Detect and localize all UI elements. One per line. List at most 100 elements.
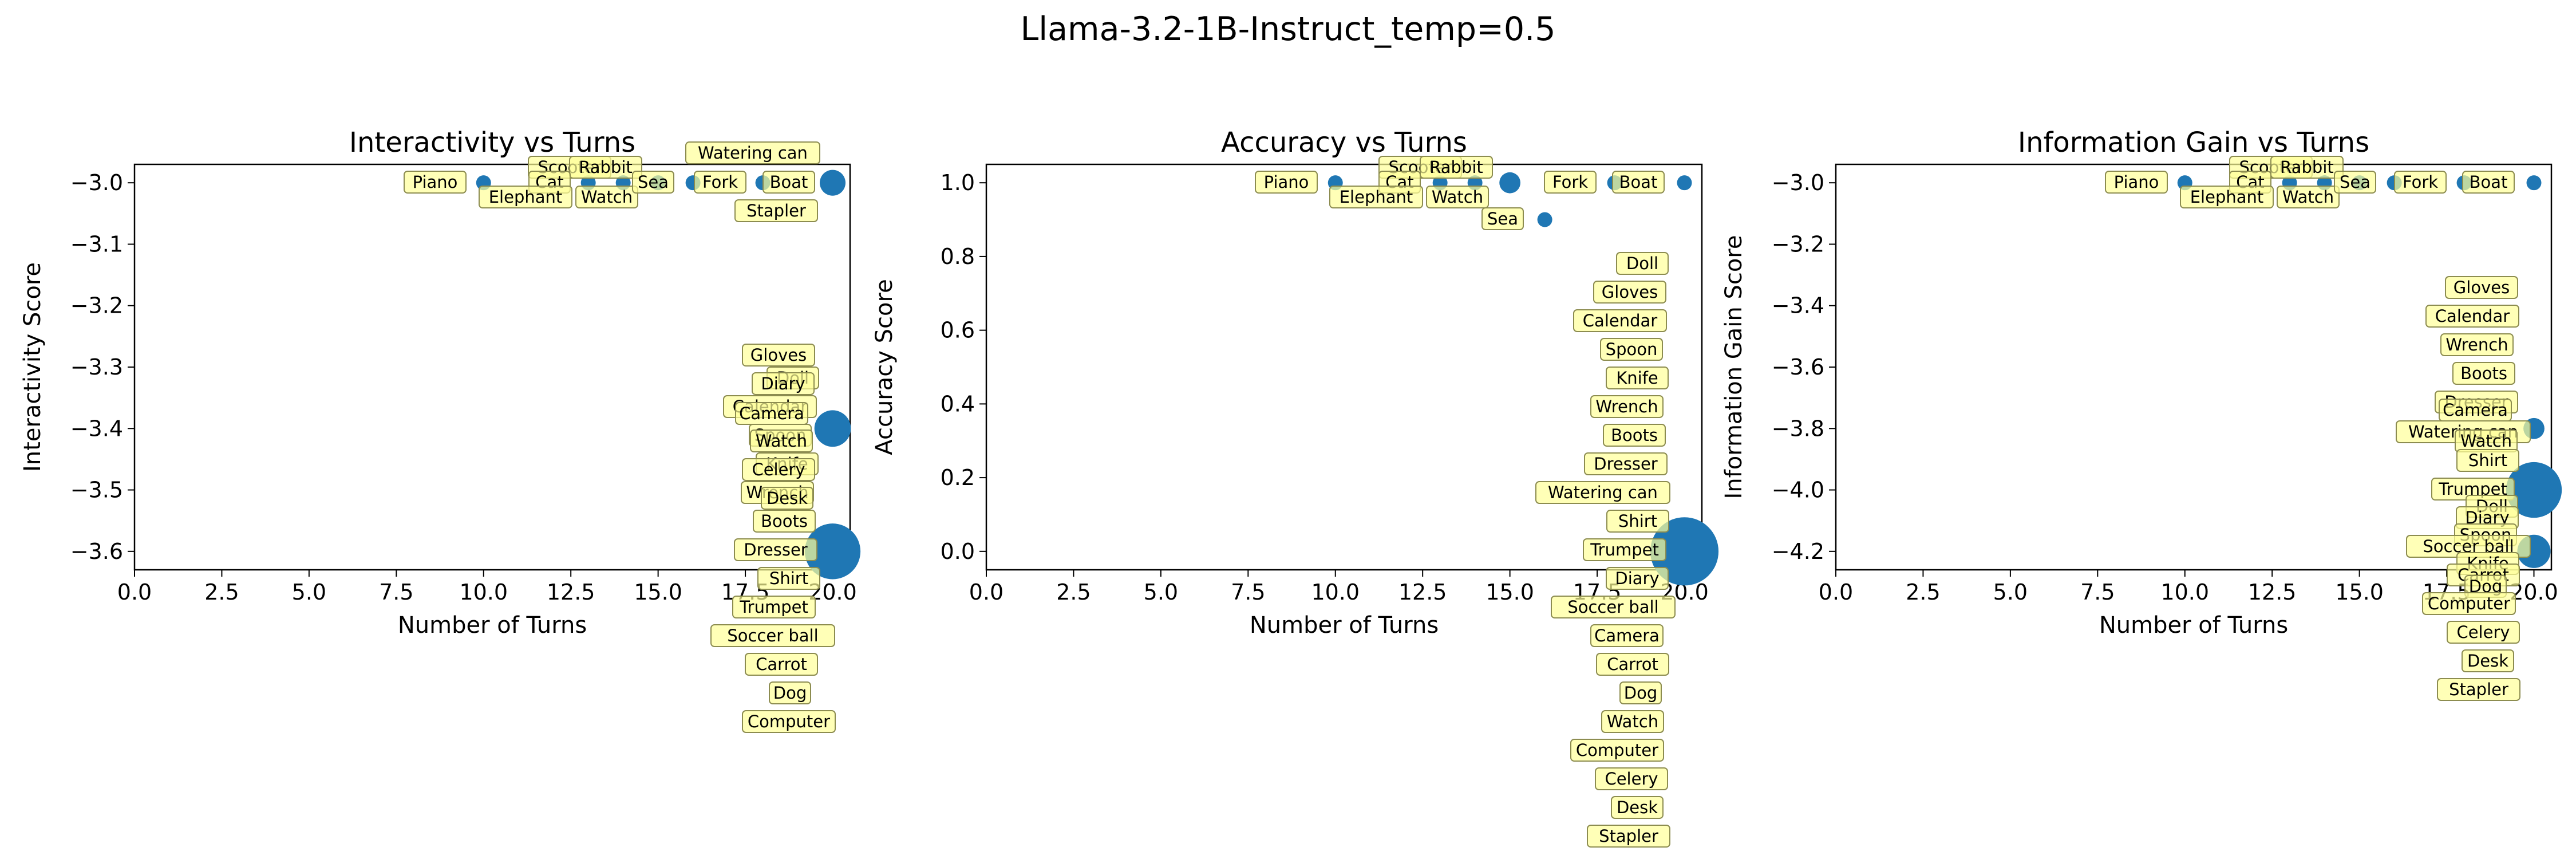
point-label: Watch	[575, 186, 638, 208]
label-text: Shirt	[769, 569, 808, 588]
label-box	[1600, 338, 1663, 361]
label-text: Boots	[761, 511, 808, 531]
point-label: Trumpet	[732, 596, 816, 618]
panels: Interactivity vs Turns 0.0 2.5 5.0 7.5 10.0 12…	[19, 127, 2562, 848]
point-label: Watch	[1601, 710, 1664, 733]
point-label: Fork	[2394, 171, 2447, 194]
x-tick-label: 0.0	[1819, 580, 1853, 605]
data-point	[2526, 175, 2542, 191]
y-tick-label: −3.2	[1772, 231, 1824, 257]
point-label: Desk	[761, 487, 813, 510]
label-text: Calendar	[2435, 306, 2510, 326]
label-box	[769, 681, 811, 704]
label-text: Celery	[2456, 622, 2510, 642]
label-text: Gloves	[2453, 278, 2510, 297]
point-label: Celery	[2447, 621, 2520, 644]
label-text: Dresser	[1594, 454, 1658, 474]
point-label: Shirt	[1606, 510, 1669, 533]
chart-panel: Interactivity vs Turns 0.0 2.5 5.0 7.5 10.0 12…	[19, 127, 861, 733]
label-box	[1420, 156, 1493, 179]
label-box	[1601, 710, 1664, 733]
x-tick-label: 2.5	[1056, 580, 1091, 605]
point-label: Fork	[1544, 171, 1597, 194]
point-label: Rabbit	[2270, 156, 2344, 179]
y-tick-label: −3.6	[70, 539, 123, 564]
label-box	[750, 430, 813, 452]
point-label: Sea	[1481, 207, 1524, 230]
label-text: Elephant	[489, 187, 563, 207]
label-text: Shirt	[2468, 451, 2507, 470]
point-label: Wrench	[2440, 333, 2514, 356]
point-label: Knife	[1606, 367, 1669, 389]
label-text: Dog	[1624, 683, 1657, 703]
x-tick-label: 7.5	[1231, 580, 1265, 605]
chart-title: Information Gain vs Turns	[2018, 127, 2369, 159]
annotation-labels: PianoScooterRabbitCatElephantWatchForkBo…	[1255, 156, 1676, 848]
label-box	[1590, 624, 1664, 647]
label-box	[1426, 186, 1489, 208]
x-tick-label: 0.0	[117, 580, 152, 605]
label-box	[1606, 510, 1669, 533]
label-text: Trumpet	[739, 597, 808, 617]
point-label: Sea	[2334, 171, 2376, 194]
point-label: Camera	[735, 402, 808, 425]
label-box	[2334, 171, 2376, 194]
label-text: Boat	[1619, 172, 1658, 192]
label-text: Wrench	[1595, 397, 1658, 416]
label-text: Computer	[1576, 740, 1658, 760]
label-box	[710, 624, 835, 647]
point-label: Desk	[2462, 649, 2514, 672]
label-box	[2456, 449, 2519, 472]
point-label: Boots	[2452, 362, 2515, 385]
label-text: Sea	[2340, 172, 2370, 192]
label-box	[1570, 739, 1664, 762]
figure-title: Llama-3.2-1B-Instruct_temp=0.5	[1021, 10, 1556, 48]
chart-panel: Information Gain vs Turns 0.0 2.5 5.0 7.5 10.…	[1721, 127, 2562, 701]
x-tick-label: 2.5	[204, 580, 239, 605]
label-text: Elephant	[1340, 187, 1413, 207]
label-text: Doll	[1626, 254, 1658, 273]
label-box	[569, 156, 642, 179]
label-box	[753, 510, 816, 533]
label-box	[1595, 767, 1668, 790]
label-box	[742, 344, 815, 367]
x-tick-label: 15.0	[2335, 580, 2384, 605]
x-tick-label: 12.5	[547, 580, 595, 605]
label-box	[1329, 186, 1423, 208]
point-label: Piano	[1255, 171, 1318, 194]
point-label: Diary	[1606, 567, 1669, 590]
axes-frame	[1835, 163, 2553, 571]
label-text: Fork	[702, 172, 738, 192]
label-box	[1583, 538, 1666, 561]
x-axis-label: Number of Turns	[1250, 612, 1439, 639]
x-tick-label: 10.0	[2160, 580, 2209, 605]
label-box	[1606, 567, 1669, 590]
point-label: Gloves	[1593, 281, 1666, 304]
label-box	[1587, 825, 1670, 848]
label-text: Spoon	[1606, 340, 1658, 359]
label-text: Dresser	[744, 540, 808, 559]
point-label: Desk	[1611, 796, 1664, 819]
point-label: Celery	[1595, 767, 1668, 790]
y-tick-label: −3.4	[1772, 293, 1824, 318]
label-box	[1616, 252, 1669, 275]
x-tick-label: 15.0	[1485, 580, 1534, 605]
point-label: Dresser	[734, 538, 817, 561]
label-box	[1612, 171, 1665, 194]
point-label: Dog	[1619, 681, 1662, 704]
label-text: Piano	[413, 172, 458, 192]
data-point	[2506, 462, 2562, 518]
label-box	[742, 458, 815, 481]
point-label: Spoon	[1600, 338, 1663, 361]
label-text: Stapler	[746, 201, 806, 220]
point-label: Shirt	[757, 567, 820, 590]
chart-panel: Accuracy vs Turns 0.0 2.5 5.0 7.5 10.0 12.5 15.…	[871, 127, 1719, 848]
label-box	[761, 487, 813, 510]
label-text: Boots	[1611, 425, 1658, 445]
label-box	[479, 186, 572, 208]
y-tick-label: −3.3	[70, 354, 123, 380]
point-label: Piano	[2105, 171, 2168, 194]
point-label: Calendar	[1573, 309, 1667, 332]
point-label: Watch	[2455, 430, 2518, 452]
y-tick-label: 0.0	[941, 539, 975, 564]
